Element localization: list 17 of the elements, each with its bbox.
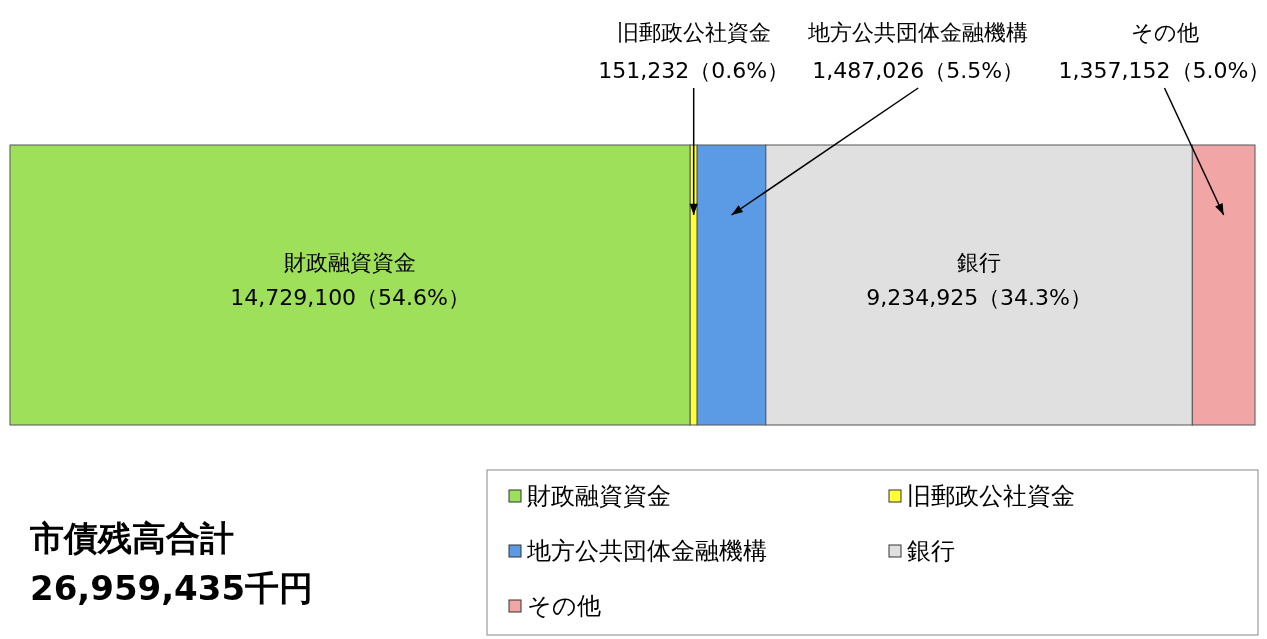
text: 旧郵政公社資金	[616, 20, 771, 45]
text: 財政融資資金	[284, 250, 417, 275]
text: その他	[1130, 20, 1199, 45]
text: 地方公共団体金融機構	[808, 20, 1029, 45]
data-label: 9,234,925（34.3%）	[866, 285, 1093, 310]
text: 市債残高合計	[29, 518, 234, 558]
data-label: 1,487,026（5.5%）	[812, 58, 1025, 83]
data-label: 151,232（0.6%）	[598, 58, 790, 83]
legend-label: 旧郵政公社資金	[907, 482, 1075, 510]
legend-label: 銀行	[907, 537, 955, 565]
legend-label: 地方公共団体金融機構	[526, 537, 767, 565]
text: 銀行	[957, 250, 1002, 275]
legend-label: その他	[527, 592, 601, 620]
text: 26,959,435千円	[30, 568, 314, 608]
data-label: 1,357,152（5.0%）	[1058, 58, 1267, 83]
text: 財政融資資金	[527, 482, 671, 510]
data-label: 14,729,100（54.6%）	[230, 285, 471, 310]
